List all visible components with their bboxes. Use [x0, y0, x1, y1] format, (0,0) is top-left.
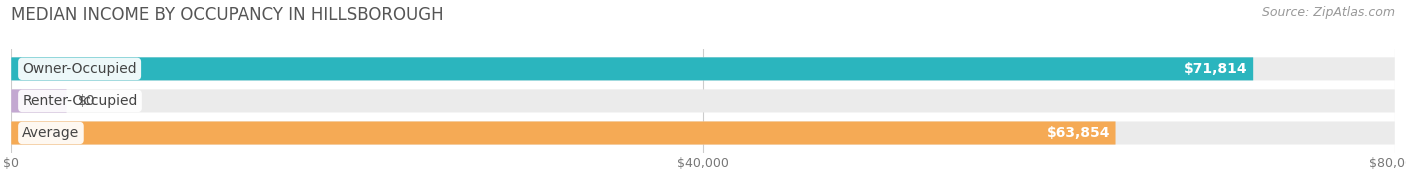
FancyBboxPatch shape — [11, 57, 1253, 80]
Text: $63,854: $63,854 — [1046, 126, 1109, 140]
Text: Renter-Occupied: Renter-Occupied — [22, 94, 138, 108]
Text: Source: ZipAtlas.com: Source: ZipAtlas.com — [1261, 6, 1395, 19]
FancyBboxPatch shape — [11, 122, 1395, 144]
FancyBboxPatch shape — [11, 89, 1395, 113]
FancyBboxPatch shape — [11, 122, 1115, 144]
Text: $71,814: $71,814 — [1184, 62, 1247, 76]
Text: MEDIAN INCOME BY OCCUPANCY IN HILLSBOROUGH: MEDIAN INCOME BY OCCUPANCY IN HILLSBOROU… — [11, 6, 444, 24]
Text: Owner-Occupied: Owner-Occupied — [22, 62, 136, 76]
FancyBboxPatch shape — [11, 89, 66, 113]
Text: $0: $0 — [77, 94, 96, 108]
Text: Average: Average — [22, 126, 80, 140]
FancyBboxPatch shape — [11, 57, 1395, 80]
